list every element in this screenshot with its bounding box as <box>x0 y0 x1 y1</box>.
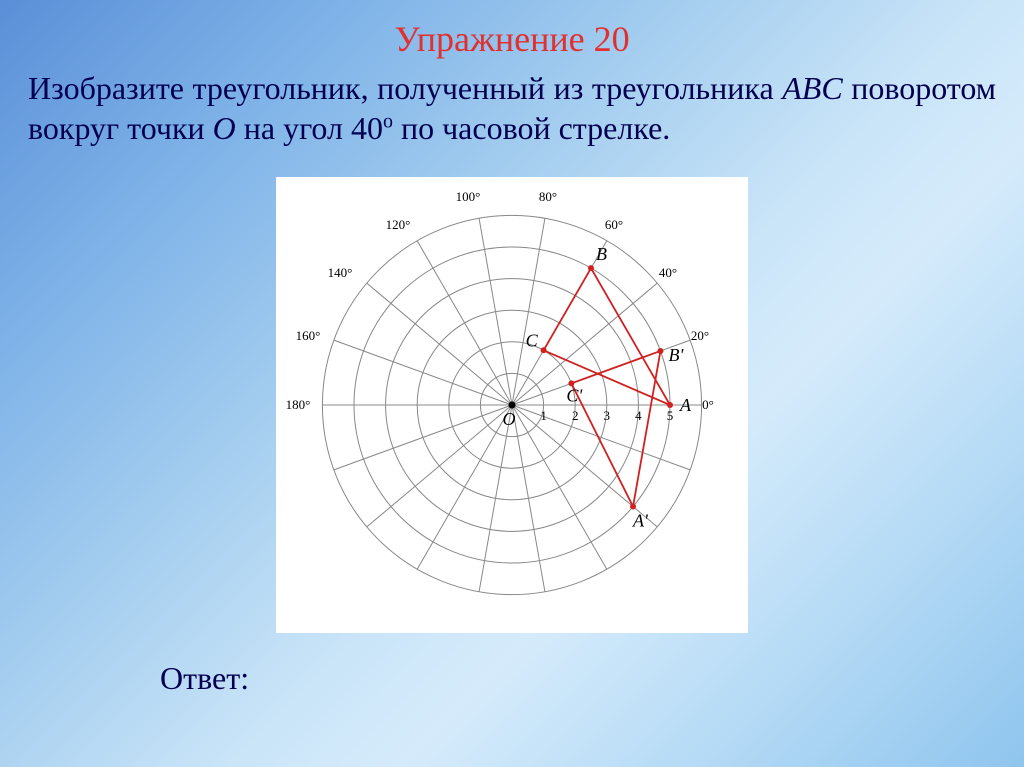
exercise-title: Упражнение 20 <box>0 0 1024 60</box>
svg-text:5: 5 <box>667 408 674 423</box>
answer-label: Ответ: <box>160 660 249 697</box>
svg-text:2: 2 <box>572 408 579 423</box>
svg-text:140°: 140° <box>328 265 353 280</box>
problem-abc: ABC <box>782 70 842 106</box>
svg-text:80°: 80° <box>539 189 557 204</box>
svg-text:40°: 40° <box>659 265 677 280</box>
problem-deg: о <box>383 110 393 132</box>
svg-text:C: C <box>526 330 539 350</box>
svg-text:180°: 180° <box>286 397 311 412</box>
svg-text:A: A <box>679 395 692 415</box>
svg-text:O: O <box>503 409 516 429</box>
problem-statement: Изобразите треугольник, полученный из тр… <box>0 60 1024 148</box>
problem-part1: Изобразите треугольник, полученный из тр… <box>28 70 782 106</box>
svg-text:100°: 100° <box>456 189 481 204</box>
svg-text:160°: 160° <box>296 328 321 343</box>
svg-text:60°: 60° <box>605 217 623 232</box>
problem-part3: на угол 40 <box>236 110 383 146</box>
svg-text:A': A' <box>632 511 649 531</box>
svg-text:0°: 0° <box>702 397 714 412</box>
svg-text:20°: 20° <box>691 328 709 343</box>
svg-text:B: B <box>596 244 607 264</box>
svg-text:C': C' <box>566 385 583 405</box>
polar-chart: 0° 20° 40° 60° 80° 100° 120° 140° 160° 180° 1 2 3 4 5 O… <box>276 177 748 633</box>
problem-o: O <box>213 110 236 146</box>
svg-text:B': B' <box>668 345 684 365</box>
problem-part4: по часовой стрелке. <box>393 110 670 146</box>
svg-text:1: 1 <box>540 408 547 423</box>
svg-text:4: 4 <box>635 408 642 423</box>
svg-text:120°: 120° <box>386 217 411 232</box>
svg-text:3: 3 <box>604 408 611 423</box>
